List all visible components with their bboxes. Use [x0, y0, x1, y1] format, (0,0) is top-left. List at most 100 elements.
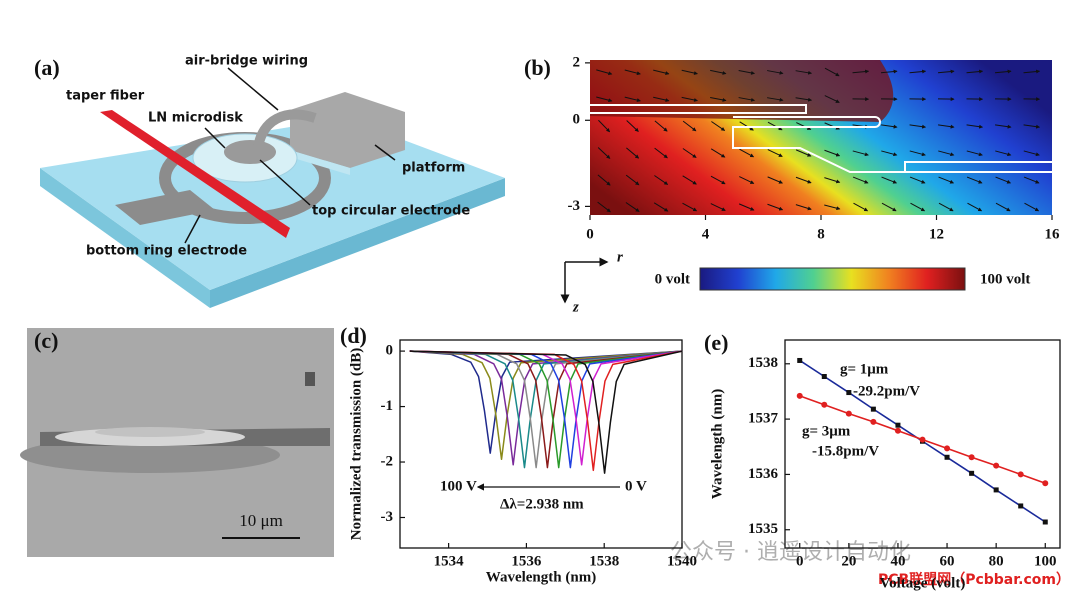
field-arrow	[653, 96, 670, 102]
field-arrow	[653, 202, 669, 212]
field-arrow	[738, 69, 756, 75]
data-point	[845, 410, 852, 417]
field-arrow	[1023, 150, 1040, 157]
data-point	[993, 487, 999, 493]
callout: LN microdisk	[148, 111, 243, 126]
field-arrow	[710, 96, 727, 102]
field-arrow	[767, 149, 783, 157]
spectrum-line	[409, 350, 683, 454]
field-arrow	[852, 69, 870, 74]
data-point	[993, 462, 1000, 469]
spectrum-line	[409, 350, 683, 469]
data-point	[870, 418, 877, 425]
substrate-top	[40, 118, 505, 290]
electrode-outline	[590, 104, 1052, 173]
data-point	[797, 357, 803, 363]
x-tick-label: 40	[890, 553, 905, 569]
data-point	[895, 422, 901, 428]
leader	[374, 144, 396, 161]
field-arrow	[909, 150, 926, 157]
field-arrow	[795, 70, 813, 75]
field-arrow	[1024, 202, 1040, 212]
colorbar-label: 0 volt	[655, 271, 690, 287]
x-tick-label: 0	[586, 226, 594, 242]
leader	[227, 67, 279, 111]
field-arrow	[739, 176, 755, 184]
field-arrow	[909, 124, 927, 129]
y-tick-label: 0	[573, 112, 581, 128]
annotation: Δλ=2.938 nm	[500, 496, 584, 512]
platform-base	[290, 150, 350, 175]
y-tick-label: 1538	[748, 355, 778, 371]
data-point	[1017, 471, 1024, 478]
field-arrow	[654, 147, 668, 159]
data-point	[968, 454, 975, 461]
x-tick-label: 4	[702, 226, 710, 242]
field-arrow	[767, 97, 784, 102]
field-arrow	[710, 175, 726, 185]
field-high-region	[590, 60, 894, 122]
annotation: 0 V	[625, 478, 647, 494]
field-arrow	[881, 124, 898, 129]
annotation: -15.8pm/V	[812, 443, 879, 459]
data-point	[821, 374, 827, 380]
leader	[259, 159, 311, 206]
data-point	[1018, 503, 1024, 509]
data-point	[870, 406, 876, 412]
field-arrow	[710, 69, 727, 75]
axis-label: z	[572, 299, 579, 315]
field-arrow	[624, 96, 641, 103]
field-arrow	[682, 148, 697, 158]
field-arrow	[596, 96, 613, 103]
substrate-front	[210, 178, 505, 308]
x-tick-label: 1534	[434, 553, 465, 569]
field-arrow	[597, 147, 611, 159]
data-point	[944, 454, 950, 460]
y-tick-label: 2	[573, 54, 581, 70]
panel-label: (c)	[34, 328, 58, 353]
x-tick-label: 1536	[511, 553, 542, 569]
annotation: 100 V	[440, 478, 477, 494]
field-arrow	[995, 176, 1012, 184]
field-arrow	[738, 97, 756, 102]
field-arrow	[767, 70, 784, 75]
data-point	[846, 390, 852, 396]
field-arrow	[994, 69, 1012, 74]
axis-label: r	[617, 249, 623, 265]
field-arrow	[966, 176, 983, 184]
x-tick-label: 20	[841, 553, 856, 569]
field-arrow	[1023, 176, 1040, 184]
field-arrow	[995, 202, 1011, 212]
annotation: g= 3μm	[802, 423, 851, 439]
field-arrow	[824, 204, 841, 211]
callout: taper fiber	[66, 89, 145, 104]
field-arrow	[881, 176, 898, 184]
field-arrow	[598, 119, 611, 133]
field-arrow	[938, 124, 955, 129]
x-tick-label: 80	[989, 553, 1004, 569]
field-arrow	[795, 149, 812, 157]
field-arrow	[995, 150, 1012, 157]
field-arrow	[654, 175, 669, 185]
bottom-electrode-pad	[115, 190, 215, 225]
y-axis-title: Wavelength (nm)	[709, 389, 725, 499]
field-arrow	[625, 174, 640, 186]
field-arrow	[626, 120, 639, 132]
top-electrode	[224, 140, 276, 164]
field-arrow	[938, 202, 954, 212]
field-arrow	[682, 120, 697, 132]
plot-frame	[399, 339, 683, 549]
field-arrow	[767, 176, 783, 184]
spectrum-line	[409, 350, 683, 469]
field-arrow	[626, 147, 640, 159]
data-point	[821, 401, 828, 408]
field-arrow	[1023, 69, 1041, 74]
data-point	[944, 445, 951, 452]
field-arrow	[966, 124, 984, 129]
field-arrow	[682, 175, 697, 185]
spectrum-line	[409, 350, 683, 469]
panel-a: (a) air-bridge wiring taper fiber LN mic…	[34, 54, 505, 308]
field-arrow	[966, 150, 983, 157]
field-arrow	[881, 202, 897, 212]
field-arrow	[937, 69, 955, 74]
